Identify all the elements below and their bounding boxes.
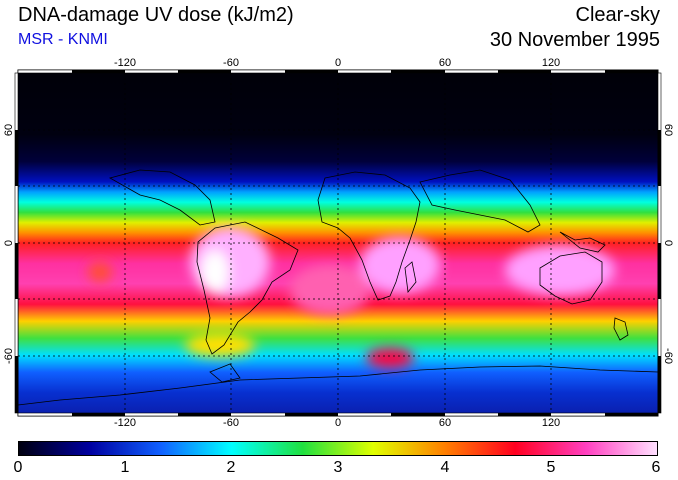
date-label: 30 November 1995 [489, 29, 660, 51]
map-frame [14, 69, 662, 417]
uv-dose-hotspots [88, 227, 615, 368]
lon-tick-bottom: 60 [438, 417, 452, 429]
colorbar-label: 2 [226, 459, 236, 476]
lat-tick-left: 60 [3, 123, 15, 137]
colorbar-label: 3 [333, 459, 343, 476]
lon-tick-bottom: -60 [223, 417, 239, 429]
lat-tick-left: 0 [3, 239, 15, 247]
lon-tick-bottom: 120 [541, 417, 561, 429]
colorbar-label: 5 [546, 459, 556, 476]
map-title: DNA-damage UV dose (kJ/m2) [18, 4, 294, 26]
coastlines [18, 169, 658, 406]
lat-tick-right: 60 [662, 123, 674, 137]
lon-tick-top: 0 [334, 57, 342, 69]
colorbar-label: 0 [13, 459, 23, 476]
lat-tick-right: 0 [662, 239, 674, 247]
colorbar [18, 441, 658, 456]
lat-tick-right: -60 [662, 348, 674, 364]
lon-tick-top: 60 [438, 57, 452, 69]
lon-tick-top: -120 [113, 57, 137, 69]
lat-tick-left: -60 [3, 348, 15, 364]
colorbar-label: 1 [120, 459, 130, 476]
colorbar-label: 6 [651, 459, 661, 476]
graticule [18, 73, 658, 413]
source-label: MSR - KNMI [18, 31, 108, 48]
sky-condition-label: Clear-sky [575, 4, 660, 26]
lon-tick-bottom: 0 [334, 417, 342, 429]
colorbar-label: 4 [440, 459, 450, 476]
lon-tick-top: 120 [541, 57, 561, 69]
lon-tick-bottom: -120 [113, 417, 137, 429]
lon-tick-top: -60 [223, 57, 239, 69]
